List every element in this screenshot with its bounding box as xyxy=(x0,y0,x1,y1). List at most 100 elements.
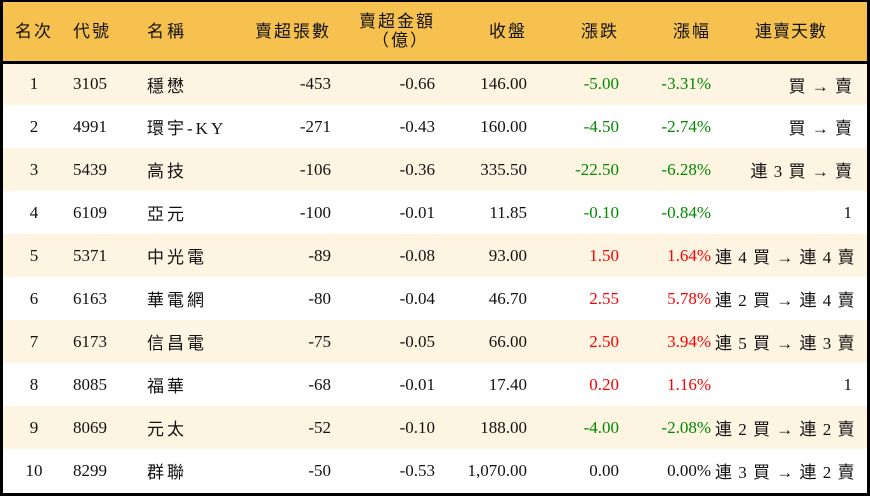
cell-code[interactable]: 8299 xyxy=(73,460,107,480)
cell-net-sell-volume: -100 xyxy=(299,202,331,222)
header-change-pct[interactable]: 漲幅 xyxy=(623,2,715,64)
cell-change-pct: 5.78% xyxy=(667,288,711,308)
cell-change: 0.00 xyxy=(589,460,619,480)
cell-close: 93.00 xyxy=(488,245,527,265)
cell-code[interactable]: 4991 xyxy=(73,116,107,136)
cell-change: -4.50 xyxy=(583,116,619,136)
cell-change-pct: -2.08% xyxy=(661,417,711,437)
cell-consecutive-days: 買 → 賣 xyxy=(788,119,853,138)
header-change[interactable]: 漲跌 xyxy=(531,2,623,64)
net-sell-ranking-table: 名次 代號 名稱 賣超張數 賣超金額 （億） 收盤 漲跌 漲幅 連賣天數 1 3… xyxy=(3,2,867,492)
cell-name[interactable]: 環宇-KY xyxy=(147,119,227,138)
cell-consecutive-days: 1 xyxy=(843,202,853,222)
table-row: 8 8085 福華 -68 -0.01 17.40 0.20 1.16% 1 xyxy=(3,363,867,406)
cell-net-sell-volume: -106 xyxy=(299,159,331,179)
cell-rank: 4 xyxy=(29,202,39,222)
cell-name[interactable]: 群聯 xyxy=(147,463,187,482)
header-close[interactable]: 收盤 xyxy=(439,2,531,64)
table-body: 1 3105 穩懋 -453 -0.66 146.00 -5.00 -3.31%… xyxy=(3,62,867,492)
cell-change: 2.55 xyxy=(589,288,619,308)
table-row: 10 8299 群聯 -50 -0.53 1,070.00 0.00 0.00%… xyxy=(3,449,867,492)
header-consecutive-days[interactable]: 連賣天數 xyxy=(715,2,867,64)
cell-consecutive-days: 連 3 買 → 連 2 賣 xyxy=(715,463,856,482)
cell-rank: 10 xyxy=(25,460,43,480)
cell-rank: 7 xyxy=(29,331,39,351)
cell-name[interactable]: 元太 xyxy=(147,420,187,439)
header-row: 名次 代號 名稱 賣超張數 賣超金額 （億） 收盤 漲跌 漲幅 連賣天數 xyxy=(3,2,867,64)
header-net-sell-volume[interactable]: 賣超張數 xyxy=(247,2,335,64)
cell-code[interactable]: 6109 xyxy=(73,202,107,222)
cell-name[interactable]: 亞元 xyxy=(147,205,187,224)
cell-change: -22.50 xyxy=(575,159,619,179)
cell-net-sell-amount: -0.10 xyxy=(399,417,435,437)
cell-close: 66.00 xyxy=(488,331,527,351)
header-net-sell-amount-title: 賣超金額 xyxy=(359,12,435,32)
cell-name[interactable]: 信昌電 xyxy=(147,334,207,353)
cell-change: 1.50 xyxy=(589,245,619,265)
cell-code[interactable]: 6173 xyxy=(73,331,107,351)
cell-close: 11.85 xyxy=(489,202,527,222)
table-header: 名次 代號 名稱 賣超張數 賣超金額 （億） 收盤 漲跌 漲幅 連賣天數 xyxy=(3,2,867,64)
header-name[interactable]: 名稱 xyxy=(143,2,247,64)
cell-consecutive-days: 連 4 買 → 連 4 賣 xyxy=(715,248,856,267)
cell-rank: 5 xyxy=(29,245,39,265)
cell-net-sell-volume: -80 xyxy=(308,288,331,308)
cell-net-sell-amount: -0.04 xyxy=(399,288,435,308)
cell-net-sell-amount: -0.01 xyxy=(399,374,435,394)
cell-net-sell-amount: -0.01 xyxy=(399,202,435,222)
cell-change-pct: -3.31% xyxy=(661,74,711,94)
cell-close: 1,070.00 xyxy=(467,460,528,480)
cell-change-pct: 1.64% xyxy=(667,245,711,265)
cell-change-pct: -0.84% xyxy=(661,202,711,222)
cell-code[interactable]: 5439 xyxy=(73,159,107,179)
cell-close: 160.00 xyxy=(480,116,527,136)
cell-name[interactable]: 華電網 xyxy=(147,291,207,310)
cell-change-pct: 1.16% xyxy=(667,374,711,394)
cell-consecutive-days: 連 5 買 → 連 3 賣 xyxy=(715,334,856,353)
cell-net-sell-volume: -75 xyxy=(308,331,331,351)
table-row: 3 5439 高技 -106 -0.36 335.50 -22.50 -6.28… xyxy=(3,148,867,191)
cell-rank: 8 xyxy=(29,374,39,394)
cell-change: -0.10 xyxy=(583,202,619,222)
cell-close: 188.00 xyxy=(480,417,527,437)
cell-code[interactable]: 3105 xyxy=(73,74,107,94)
cell-name[interactable]: 穩懋 xyxy=(147,76,187,96)
cell-rank: 1 xyxy=(29,74,39,94)
cell-code[interactable]: 6163 xyxy=(73,288,107,308)
cell-net-sell-volume: -52 xyxy=(308,417,331,437)
header-code[interactable]: 代號 xyxy=(65,2,143,64)
cell-name[interactable]: 福華 xyxy=(147,377,187,396)
cell-net-sell-volume: -453 xyxy=(299,74,331,94)
cell-change-pct: -6.28% xyxy=(661,159,711,179)
cell-consecutive-days: 連 2 買 → 連 2 賣 xyxy=(715,420,856,439)
cell-rank: 2 xyxy=(29,116,39,136)
cell-code[interactable]: 8069 xyxy=(73,417,107,437)
cell-code[interactable]: 5371 xyxy=(73,245,107,265)
cell-net-sell-amount: -0.43 xyxy=(399,116,435,136)
cell-name[interactable]: 高技 xyxy=(147,162,187,181)
cell-consecutive-days: 1 xyxy=(843,374,853,394)
cell-net-sell-amount: -0.66 xyxy=(399,74,435,94)
header-rank[interactable]: 名次 xyxy=(3,2,65,64)
cell-change: 2.50 xyxy=(589,331,619,351)
cell-change: -4.00 xyxy=(583,417,619,437)
cell-close: 17.40 xyxy=(488,374,527,394)
table-row: 7 6173 信昌電 -75 -0.05 66.00 2.50 3.94% 連 … xyxy=(3,320,867,363)
cell-net-sell-amount: -0.05 xyxy=(399,331,435,351)
cell-net-sell-amount: -0.53 xyxy=(399,460,435,480)
cell-rank: 6 xyxy=(29,288,39,308)
table-row: 2 4991 環宇-KY -271 -0.43 160.00 -4.50 -2.… xyxy=(3,105,867,148)
cell-net-sell-volume: -50 xyxy=(308,460,331,480)
table-row: 1 3105 穩懋 -453 -0.66 146.00 -5.00 -3.31%… xyxy=(3,62,867,105)
header-net-sell-amount-unit: （億） xyxy=(372,31,429,51)
cell-code[interactable]: 8085 xyxy=(73,374,107,394)
table-row: 4 6109 亞元 -100 -0.01 11.85 -0.10 -0.84% … xyxy=(3,191,867,234)
cell-net-sell-volume: -89 xyxy=(308,245,331,265)
table-row: 6 6163 華電網 -80 -0.04 46.70 2.55 5.78% 連 … xyxy=(3,277,867,320)
cell-change-pct: 3.94% xyxy=(667,331,711,351)
cell-net-sell-volume: -68 xyxy=(308,374,331,394)
cell-name[interactable]: 中光電 xyxy=(147,248,207,267)
header-net-sell-amount[interactable]: 賣超金額 （億） xyxy=(335,2,439,64)
table-row: 9 8069 元太 -52 -0.10 188.00 -4.00 -2.08% … xyxy=(3,406,867,449)
cell-consecutive-days: 連 2 買 → 連 4 賣 xyxy=(715,291,856,310)
